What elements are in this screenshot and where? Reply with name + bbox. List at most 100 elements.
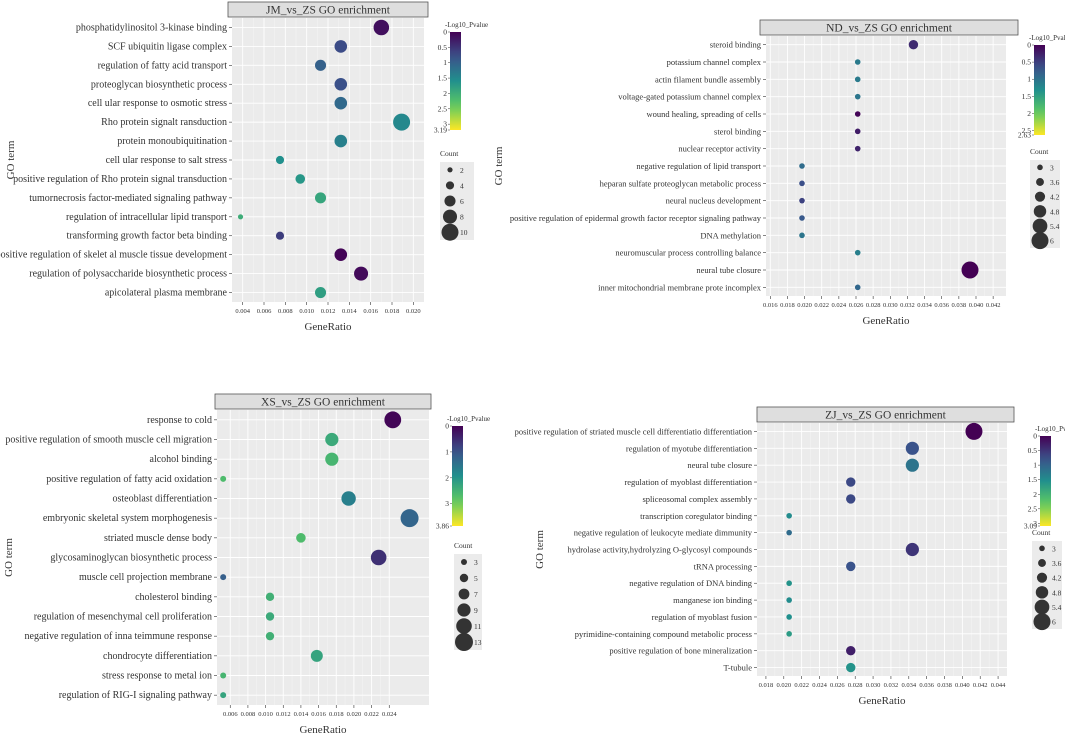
data-point xyxy=(265,592,275,602)
y-tick-label: Rho protein signalt ransduction xyxy=(101,117,227,128)
x-axis-title: GeneRatio xyxy=(858,695,906,707)
color-legend-title: -Log10_Pvalue xyxy=(1035,425,1065,433)
size-legend-dot xyxy=(1036,178,1044,186)
color-legend-bar xyxy=(1040,436,1051,526)
size-legend-label: 6 xyxy=(1052,618,1056,627)
y-tick-label: stress response to metal ion xyxy=(102,671,212,682)
y-tick-label: chondrocyte differentiation xyxy=(103,651,212,662)
size-legend-dot xyxy=(441,223,459,241)
y-tick-label: regulation of fatty acid transport xyxy=(98,60,228,71)
y-tick-label: pyrimidine-containing compound metabolic… xyxy=(575,629,752,639)
color-legend-label: 2.5 xyxy=(1028,504,1038,513)
data-point xyxy=(786,580,792,587)
color-legend-label: 0 xyxy=(443,28,447,37)
x-tick-label: 0.022 xyxy=(364,711,379,718)
size-legend-dot xyxy=(1037,164,1043,171)
size-legend-dot xyxy=(458,588,470,600)
x-tick-label: 0.024 xyxy=(382,711,397,718)
data-point xyxy=(854,145,861,152)
y-tick-label: positive regulation of Rho protein signa… xyxy=(13,174,227,185)
y-tick-label: muscle cell projection membrane xyxy=(79,572,213,583)
data-point xyxy=(220,574,227,581)
size-legend-dot xyxy=(456,618,472,634)
color-legend-label: 0 xyxy=(1027,41,1031,50)
x-tick-label: 0.036 xyxy=(934,302,949,309)
size-legend-dot xyxy=(444,195,456,207)
color-legend-title: -Log10_Pvalue xyxy=(447,415,490,423)
y-tick-label: regulation of myotube differentiation xyxy=(626,443,753,453)
panel-title: XS_vs_ZS GO enrichment xyxy=(261,397,386,409)
data-point xyxy=(393,113,411,131)
x-tick-label: 0.012 xyxy=(321,308,336,315)
y-tick-label: regulation of myoblast fusion xyxy=(652,612,753,622)
data-point xyxy=(786,512,792,519)
x-axis-title: GeneRatio xyxy=(304,321,352,333)
size-legend-label: 4.8 xyxy=(1052,588,1062,597)
x-tick-label: 0.008 xyxy=(241,711,256,718)
size-legend-label: 10 xyxy=(460,228,468,237)
y-tick-label: regulation of RIG-I signaling pathway xyxy=(59,690,212,701)
chart-panel-4: ZJ_vs_ZS GO enrichment positive regulatio… xyxy=(515,406,1065,707)
color-legend-label: 2.63 xyxy=(1018,131,1031,140)
size-legend-title: Count xyxy=(1032,528,1051,537)
color-legend-label: 1 xyxy=(1027,75,1031,84)
x-tick-label: 0.016 xyxy=(363,308,378,315)
color-legend-label: 2.5 xyxy=(438,104,448,113)
data-point xyxy=(295,174,306,184)
y-axis-title: GO term xyxy=(534,530,546,569)
size-legend-label: 13 xyxy=(474,638,482,647)
color-legend-label: 1.5 xyxy=(1028,475,1038,484)
x-tick-label: 0.044 xyxy=(991,682,1006,689)
y-tick-label: positive regulation of smooth muscle cel… xyxy=(5,435,212,446)
y-tick-label: cell ular response to salt stress xyxy=(106,155,227,166)
y-tick-label: inner mitochondrial membrane prote incom… xyxy=(598,282,762,292)
data-point xyxy=(314,192,327,204)
data-point xyxy=(786,597,792,603)
size-legend-dot xyxy=(445,181,455,190)
data-point xyxy=(905,458,919,472)
size-legend-dot xyxy=(1038,559,1046,567)
size-legend-dot xyxy=(459,573,469,583)
color-legend-label: 2 xyxy=(445,473,449,482)
size-legend-dot xyxy=(1035,586,1049,599)
y-tick-label: proteoglycan biosynthetic process xyxy=(91,79,227,90)
size-legend-title: Count xyxy=(440,149,459,158)
size-legend-dot xyxy=(1033,205,1047,218)
y-tick-label: negative regulation of inna teimmune res… xyxy=(25,631,213,642)
data-point xyxy=(265,612,275,621)
data-point xyxy=(373,19,390,36)
x-tick-label: 0.026 xyxy=(849,302,864,309)
size-legend-dot xyxy=(455,633,473,651)
data-point xyxy=(786,631,792,637)
size-legend-dot xyxy=(1039,545,1045,552)
y-tick-label: spliceosomal complex assembly xyxy=(642,494,752,504)
chart-panel-2: ND_vs_ZS GO enrichment steroid binding pot… xyxy=(493,19,1065,327)
y-tick-label: potassium channel complex xyxy=(667,57,762,67)
size-legend-label: 3 xyxy=(1050,163,1054,172)
data-point xyxy=(854,111,861,117)
y-tick-label: tumornecrosis factor-mediated signaling … xyxy=(29,193,227,204)
panel-title: ZJ_vs_ZS GO enrichment xyxy=(825,410,947,422)
data-point xyxy=(905,441,919,455)
data-point xyxy=(799,232,805,239)
y-tick-label: neural tube closure xyxy=(687,460,752,470)
panel-title-strip xyxy=(756,406,1015,423)
data-point xyxy=(854,284,861,291)
data-point xyxy=(854,59,861,65)
data-point xyxy=(334,134,348,148)
y-tick-label: negative regulation of leukocyte mediate… xyxy=(574,528,753,538)
color-legend-label: 2.5 xyxy=(1022,126,1032,135)
data-point xyxy=(275,231,285,240)
x-tick-label: 0.026 xyxy=(830,682,845,689)
y-tick-label: T-tubule xyxy=(724,663,753,673)
x-tick-label: 0.040 xyxy=(969,302,984,309)
y-tick-label: response to cold xyxy=(147,415,212,426)
x-tick-label: 0.008 xyxy=(278,308,293,315)
y-tick-label: neuromuscular process controlling balanc… xyxy=(615,248,761,258)
data-point xyxy=(220,692,227,699)
y-tick-label: transforming growth factor beta binding xyxy=(66,231,227,242)
size-legend-label: 6 xyxy=(1050,237,1054,246)
x-tick-label: 0.010 xyxy=(299,308,314,315)
data-point xyxy=(220,475,227,482)
